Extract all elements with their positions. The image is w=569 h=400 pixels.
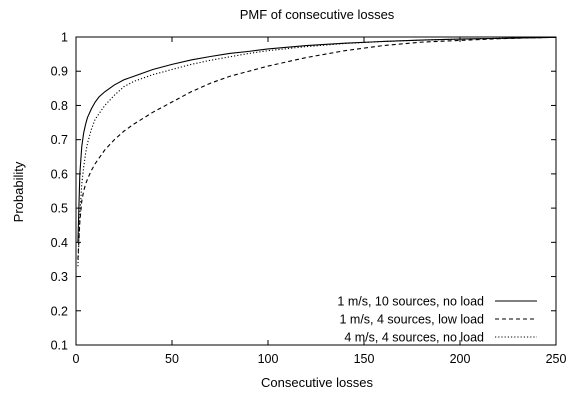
y-tick-label: 0.2 [51, 304, 68, 318]
legend: 1 m/s, 10 sources, no load 1 m/s, 4 sourc… [337, 295, 537, 345]
axis-ticks: 0 50 100 150 200 250 0.1 0.2 0.3 0.4 0.5 0.6 0.7 0.8 0… [51, 31, 567, 367]
series-line-2 [77, 36, 557, 260]
series-line-3 [77, 36, 557, 267]
plot-axes [75, 36, 557, 346]
series-layer [77, 36, 557, 267]
plot-frame [75, 36, 557, 346]
x-tick-label: 250 [546, 352, 567, 366]
x-axis-title: Consecutive losses [261, 375, 373, 390]
y-tick-label: 0.4 [51, 236, 68, 250]
y-tick-label: 0.9 [51, 65, 68, 79]
x-tick-label: 200 [450, 352, 471, 366]
y-tick-label: 0.7 [51, 133, 68, 147]
y-tick-label: 1 [61, 31, 68, 45]
legend-label-3: 4 m/s, 4 sources, no load [344, 331, 484, 345]
x-tick-label: 150 [354, 352, 375, 366]
y-tick-label: 0.8 [51, 99, 68, 113]
y-tick-label: 0.1 [51, 339, 68, 353]
y-tick-label: 0.3 [51, 270, 68, 284]
x-tick-label: 0 [73, 352, 80, 366]
y-axis-title: Probability [11, 161, 26, 222]
legend-label-1: 1 m/s, 10 sources, no load [337, 295, 484, 309]
chart-title: PMF of consecutive losses [240, 7, 395, 22]
legend-label-2: 1 m/s, 4 sources, low load [339, 313, 484, 327]
y-tick-label: 0.6 [51, 167, 68, 181]
x-tick-label: 100 [258, 352, 279, 366]
y-tick-label: 0.5 [51, 202, 68, 216]
x-tick-label: 50 [165, 352, 179, 366]
series-line-1 [77, 36, 557, 243]
